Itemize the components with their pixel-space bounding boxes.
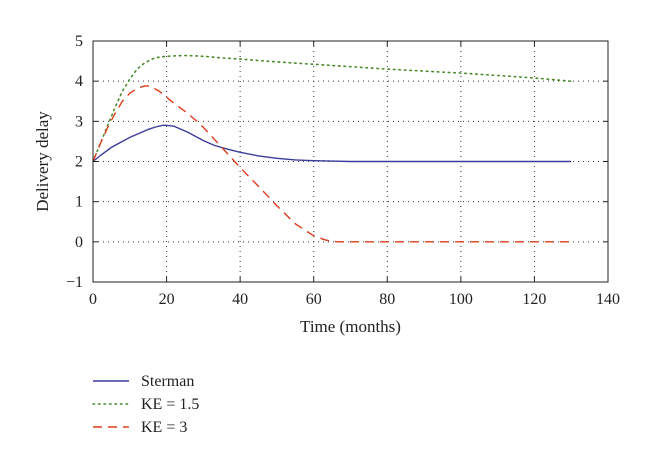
y-tick-label: 0	[75, 234, 83, 251]
x-tick-label: 100	[449, 291, 473, 308]
series-layer	[92, 54, 573, 243]
series-line-1	[92, 54, 573, 163]
y-tick-label: 5	[75, 33, 83, 50]
legend: Sterman KE = 1.5 KE = 3	[92, 373, 199, 436]
y-tick-label: 3	[75, 113, 83, 130]
x-tick-label: 40	[232, 291, 248, 308]
x-tick-label: 0	[89, 291, 97, 308]
y-axis-label: Delivery delay	[33, 111, 52, 212]
y-tick-label: 1	[75, 194, 83, 211]
x-tick-label: 20	[159, 291, 175, 308]
x-tick-label: 60	[306, 291, 322, 308]
series-line-2	[92, 85, 572, 243]
y-tick-label: 4	[75, 73, 83, 90]
x-tick-label: 80	[379, 291, 395, 308]
legend-label-0: Sterman	[141, 373, 194, 390]
legend-label-2: KE = 3	[141, 419, 187, 436]
tick-layer: 0 20 40 60 80 100 120 140 −1 0 1 2 3 4 5	[66, 33, 620, 308]
y-tick-label: 2	[75, 154, 83, 171]
x-tick-label: 140	[596, 291, 620, 308]
series-line-0	[92, 124, 572, 163]
y-tick-label: −1	[66, 274, 83, 291]
x-axis-label: Time (months)	[300, 317, 401, 336]
x-tick-label: 120	[522, 291, 546, 308]
legend-label-1: KE = 1.5	[141, 396, 199, 413]
